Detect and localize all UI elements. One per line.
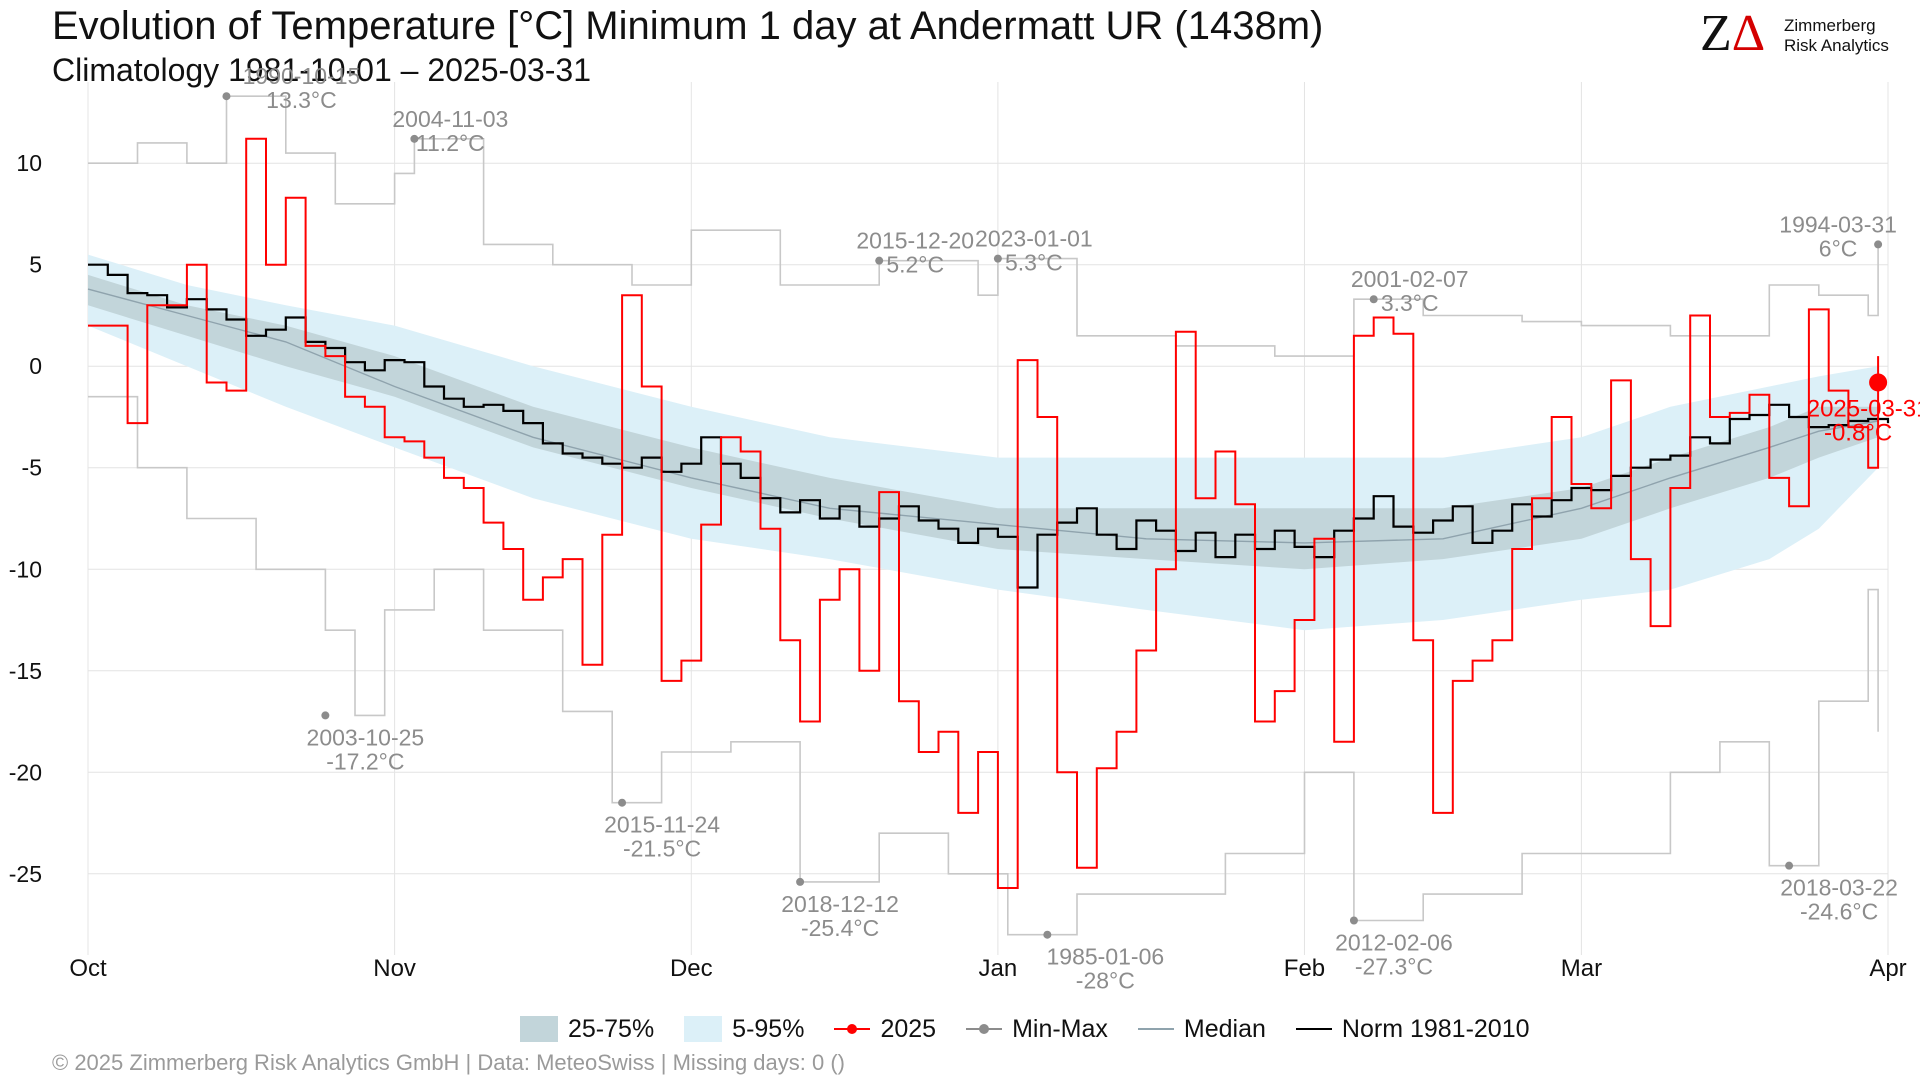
legend-label-5-95: 5-95% bbox=[732, 1014, 805, 1043]
max-record-value: 5.2°C bbox=[886, 252, 944, 278]
max-record-dot bbox=[1874, 240, 1883, 249]
x-tick-label: Apr bbox=[1869, 955, 1906, 982]
y-tick-label: -15 bbox=[9, 658, 42, 684]
footer-credits: © 2025 Zimmerberg Risk Analytics GmbH | … bbox=[52, 1050, 845, 1075]
max-record-dot bbox=[993, 254, 1002, 263]
y-tick-label: -25 bbox=[9, 861, 42, 887]
max-record-date: 2023-01-01 bbox=[975, 226, 1093, 252]
logo-mark: ZΔ bbox=[1700, 8, 1765, 60]
max-record-value: 11.2°C bbox=[416, 130, 485, 156]
x-tick-label: Dec bbox=[670, 955, 713, 982]
logo-text: Zimmerberg Risk Analytics bbox=[1784, 16, 1889, 56]
y-tick-label: 0 bbox=[29, 353, 42, 379]
x-tick-label: Mar bbox=[1561, 955, 1602, 982]
legend-swatch-5-95 bbox=[684, 1016, 723, 1042]
x-tick-label: Oct bbox=[69, 955, 107, 982]
min-record-dot bbox=[618, 798, 627, 807]
logo-line2: Risk Analytics bbox=[1784, 36, 1889, 55]
x-tick-label: Feb bbox=[1284, 955, 1325, 982]
min-record-value: -28°C bbox=[1076, 968, 1135, 994]
x-tick-label: Jan bbox=[979, 955, 1018, 982]
max-record-dot bbox=[222, 92, 231, 101]
y-tick-label: 5 bbox=[29, 252, 42, 278]
median-line bbox=[87, 288, 1879, 544]
y-tick-label: -5 bbox=[22, 455, 42, 481]
current-2025-line bbox=[88, 137, 1880, 889]
logo-delta: Δ bbox=[1731, 5, 1766, 62]
current-date-label: 2025-03-31 bbox=[1807, 395, 1920, 422]
min-record-dot bbox=[1785, 861, 1794, 870]
min-record-value: -25.4°C bbox=[801, 915, 879, 941]
legend-item-minmax: Min-Max bbox=[966, 1015, 1108, 1044]
current-value-label: -0.8°C bbox=[1824, 419, 1892, 446]
min-record-dot bbox=[1043, 930, 1052, 939]
min-record-value: -27.3°C bbox=[1355, 953, 1433, 979]
legend-swatch-25-75 bbox=[520, 1016, 558, 1042]
legend-swatch-median bbox=[1137, 1019, 1174, 1039]
legend-label-norm: Norm 1981-2010 bbox=[1341, 1014, 1530, 1043]
max-record-date: 1994-03-31 bbox=[1779, 211, 1897, 237]
y-tick-label: -20 bbox=[9, 759, 42, 785]
max-record-date: 1990-10-15 bbox=[243, 63, 361, 89]
min-record-date: 2015-11-24 bbox=[604, 812, 720, 838]
max-record-value: 6°C bbox=[1819, 235, 1858, 261]
band-5-95 bbox=[88, 254, 1879, 631]
legend-swatch-norm bbox=[1295, 1019, 1332, 1039]
min-record-date: 1985-01-06 bbox=[1047, 944, 1165, 970]
y-tick-label: -10 bbox=[9, 556, 42, 582]
legend-item-5-95: 5-95% bbox=[684, 1015, 804, 1044]
logo-line1: Zimmerberg bbox=[1784, 16, 1876, 35]
minmax-line bbox=[88, 395, 1879, 936]
min-record-date: 2018-12-12 bbox=[781, 891, 899, 917]
min-record-date: 2003-10-25 bbox=[307, 724, 425, 750]
max-record-date: 2015-12-20 bbox=[856, 228, 974, 254]
legend-item-2025: 2025 bbox=[834, 1015, 936, 1044]
band-25-75 bbox=[88, 274, 1879, 570]
max-record-value: 13.3°C bbox=[266, 87, 337, 113]
legend-label-median: Median bbox=[1183, 1014, 1266, 1043]
legend-item-25-75: 25-75% bbox=[520, 1015, 654, 1044]
legend-label-2025: 2025 bbox=[880, 1014, 937, 1043]
chart-title: Evolution of Temperature [°C] Minimum 1 … bbox=[52, 4, 1324, 48]
y-tick-label: 10 bbox=[16, 150, 42, 176]
chart-subtitle: Climatology 1981-10-01 – 2025-03-31 bbox=[52, 52, 592, 88]
min-record-value: -17.2°C bbox=[326, 748, 404, 774]
max-record-dot bbox=[1369, 295, 1378, 304]
logo-letter-z: Z bbox=[1700, 5, 1732, 62]
min-record-value: -24.6°C bbox=[1800, 899, 1878, 925]
max-record-value: 5.3°C bbox=[1005, 250, 1063, 276]
max-record-date: 2004-11-03 bbox=[392, 106, 508, 132]
legend-label-minmax: Min-Max bbox=[1012, 1014, 1108, 1043]
max-record-value: 3.3°C bbox=[1381, 290, 1439, 316]
min-record-value: -21.5°C bbox=[623, 836, 701, 862]
min-record-dot bbox=[1349, 916, 1358, 925]
chart-legend: 25-75% 5-95% 2025 Min-Max Median Norm 19… bbox=[520, 1014, 1560, 1044]
legend-swatch-2025 bbox=[834, 1019, 871, 1039]
min-record-date: 2012-02-06 bbox=[1335, 929, 1453, 955]
min-record-dot bbox=[321, 711, 330, 720]
legend-item-norm: Norm 1981-2010 bbox=[1295, 1014, 1530, 1044]
min-record-date: 2018-03-22 bbox=[1780, 875, 1898, 901]
minmax-line bbox=[88, 95, 1879, 357]
current-value-dot bbox=[1869, 373, 1888, 392]
company-logo: ZΔ Zimmerberg Risk Analytics bbox=[1700, 8, 1900, 68]
max-record-dot bbox=[875, 256, 884, 265]
min-record-dot bbox=[796, 877, 805, 886]
max-record-date: 2001-02-07 bbox=[1351, 266, 1469, 292]
max-record-dot bbox=[410, 134, 419, 143]
legend-swatch-minmax bbox=[966, 1019, 1003, 1039]
legend-label-25-75: 25-75% bbox=[568, 1014, 655, 1043]
legend-item-median: Median bbox=[1137, 1014, 1266, 1044]
x-tick-label: Nov bbox=[373, 955, 416, 982]
